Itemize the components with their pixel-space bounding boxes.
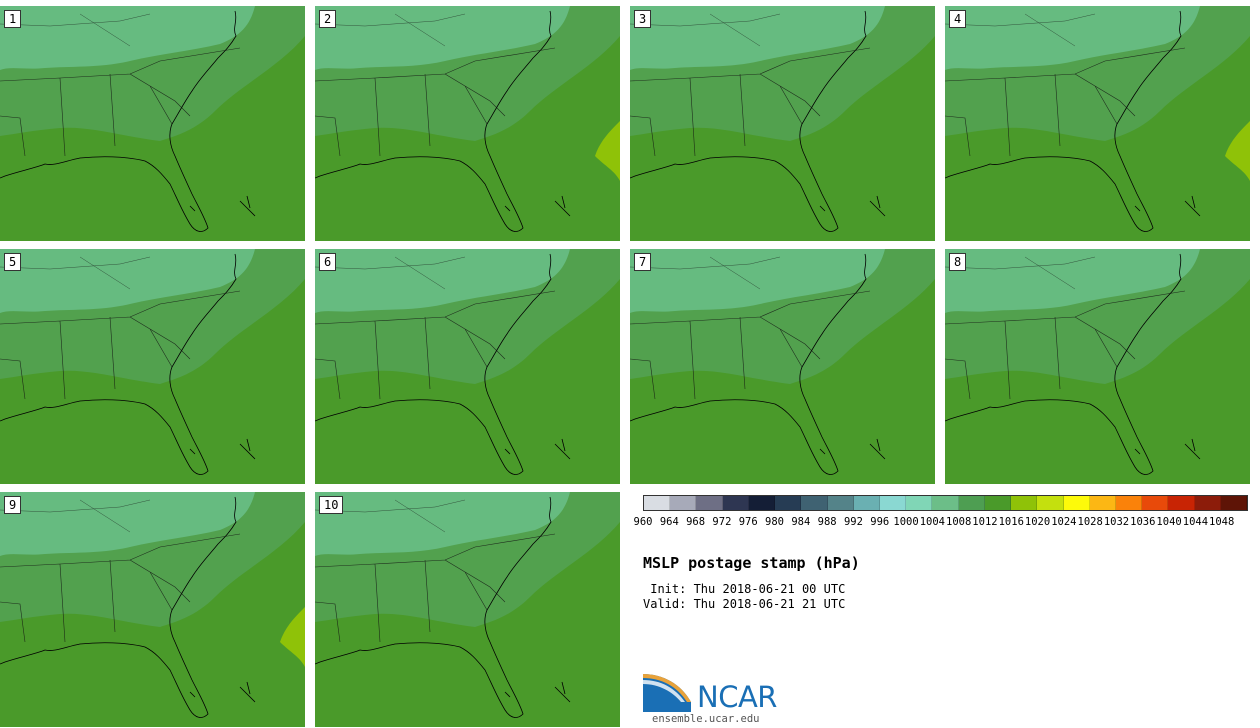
stamp-panel-9: 9 [0,492,305,727]
ncar-logo-icon [643,674,691,712]
colorbar-tick-label: 1028 [1077,516,1103,528]
stamp-number-label: 7 [634,253,652,271]
stamp-panel-1: 1 [0,6,305,241]
colorbar-tick-label: 1020 [1024,516,1051,528]
colorbar-tick-label: 968 [686,516,706,528]
colorbar-segment-1028 [1089,496,1116,510]
stamp-panel-4: 4 [945,6,1250,241]
stamp-map-10 [315,492,620,727]
stamp-panel-8: 8 [945,249,1250,484]
colorbar-segment-964 [670,496,697,510]
colorbar-segment-1048 [1220,496,1248,510]
stamp-map-5 [0,249,305,484]
colorbar-segment-988 [827,496,854,510]
colorbar-labels: 960 964 968 972 976 980 984 988 992 996 1000 1004 10… [634,516,1248,530]
colorbar-segment-992 [853,496,880,510]
stamp-panel-7: 7 [630,249,935,484]
colorbar [643,495,1248,511]
colorbar-segment-976 [748,496,776,510]
stamp-map-1 [0,6,305,241]
colorbar-tick-label: 1000 [893,516,919,528]
colorbar-tick-label: 976 [738,516,758,528]
colorbar-tick-label: 980 [765,516,784,528]
stamp-map-3 [630,6,935,241]
colorbar-segment-1020 [1037,496,1064,510]
colorbar-tick-label: 996 [870,516,890,528]
colorbar-tick-label: 1040 [1156,516,1182,528]
colorbar-tick-label: 1044 [1182,516,1209,528]
colorbar-segment-1008 [958,496,985,510]
colorbar-tick-label: 964 [659,516,679,528]
stamp-number-label: 10 [319,496,344,514]
colorbar-tick-label: 988 [817,516,837,528]
colorbar-tick-label: 1048 [1209,516,1235,528]
colorbar-tick-label: 1008 [945,516,972,528]
colorbar-segment-984 [801,496,828,510]
stamp-number-label: 6 [319,253,337,271]
site-url: ensemble.ucar.edu [652,713,760,725]
stamp-panel-2: 2 [315,6,620,241]
colorbar-segment-996 [879,496,907,510]
colorbar-segment-980 [775,496,802,510]
stamp-map-2 [315,6,620,241]
stamp-panel-5: 5 [0,249,305,484]
colorbar-tick-label: 1016 [998,516,1024,528]
colorbar-tick-label: 972 [712,516,732,528]
stamp-number-label: 5 [4,253,22,271]
colorbar-tick-label: 960 [633,516,653,528]
colorbar-segment-1016 [1011,496,1038,510]
stamp-number-label: 3 [634,10,652,28]
stamp-number-label: 4 [949,10,967,28]
colorbar-segment-960 [644,496,671,510]
stamp-map-7 [630,249,935,484]
colorbar-segment-1040 [1168,496,1195,510]
colorbar-segment-1004 [932,496,959,510]
init-time: Init: Thu 2018-06-21 00 UTC [643,582,846,596]
stamp-number-label: 8 [949,253,967,271]
colorbar-segment-1024 [1063,496,1090,510]
stamp-number-label: 2 [319,10,337,28]
colorbar-tick-label: 1012 [972,516,998,528]
colorbar-segment-1000 [906,496,933,510]
stamp-panel-10: 10 [315,492,620,727]
colorbar-tick-label: 1024 [1051,516,1077,528]
colorbar-segment-1032 [1115,496,1143,510]
stamp-panel-6: 6 [315,249,620,484]
stamp-map-9 [0,492,305,727]
colorbar-segment-1036 [1142,496,1169,510]
stamp-map-8 [945,249,1250,484]
colorbar-segment-1044 [1194,496,1221,510]
stamp-map-6 [315,249,620,484]
colorbar-segment-1012 [984,496,1012,510]
stamp-number-label: 1 [4,10,22,28]
chart-title: MSLP postage stamp (hPa) [643,554,860,572]
stamp-map-4 [945,6,1250,241]
logo-text: NCAR [697,680,777,714]
stamp-panel-3: 3 [630,6,935,241]
colorbar-segment-968 [696,496,723,510]
colorbar-tick-label: 992 [843,516,863,528]
colorbar-segment-972 [722,496,749,510]
colorbar-tick-label: 1036 [1130,516,1156,528]
colorbar-tick-label: 984 [791,516,811,528]
colorbar-tick-label: 1032 [1103,516,1130,528]
stamp-number-label: 9 [4,496,22,514]
colorbar-tick-label: 1004 [919,516,945,528]
valid-time: Valid: Thu 2018-06-21 21 UTC [643,597,846,611]
